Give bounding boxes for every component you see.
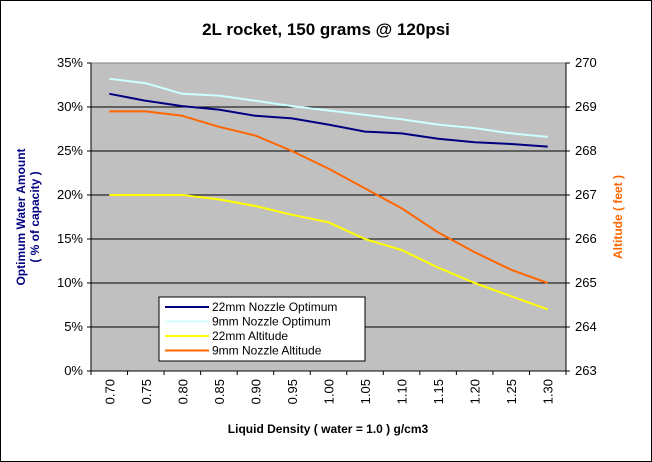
left-axis-title-line2: ( % of capacity )	[28, 171, 42, 262]
left-tick-label: 10%	[57, 275, 83, 290]
x-tick-label: 0.70	[102, 379, 117, 404]
series-line-9mm-nozzle-optimum	[109, 77, 548, 138]
x-axis-title: Liquid Density ( water = 1.0 ) g/cm3	[228, 422, 429, 436]
x-tick-label: 0.85	[212, 379, 227, 404]
left-tick-label: 15%	[57, 231, 83, 246]
left-axis: 0% 5% 10% 15% 20% 25% 30% 35%	[57, 55, 92, 378]
right-tick-label: 268	[575, 143, 597, 158]
right-tick-label: 263	[575, 363, 597, 378]
x-tick-label: 1.15	[431, 379, 446, 404]
left-tick-label: 25%	[57, 143, 83, 158]
x-tick-label: 1.30	[541, 379, 556, 404]
right-axis: 263 264 265 266 267 268 269 270	[565, 55, 597, 378]
left-tick-label: 35%	[57, 55, 83, 70]
x-tick-label: 0.75	[139, 379, 154, 404]
right-tick-label: 264	[575, 319, 597, 334]
left-tick-label: 30%	[57, 99, 83, 114]
x-axis: 0.70 0.75 0.80 0.85 0.90 0.95 1.00 1.05 1.10 1.15…	[90, 370, 567, 404]
series-line-22mm-nozzle-optimum	[109, 92, 548, 148]
right-tick-label: 267	[575, 187, 597, 202]
left-tick-label: 0%	[64, 363, 83, 378]
left-tick-label: 20%	[57, 187, 83, 202]
right-tick-label: 269	[575, 99, 597, 114]
x-tick-label: 1.05	[358, 379, 373, 404]
x-tick-label: 1.10	[395, 379, 410, 404]
x-tick-label: 0.95	[285, 379, 300, 404]
x-tick-label: 1.25	[504, 379, 519, 404]
series-lines	[109, 77, 549, 311]
x-tick-label: 1.20	[468, 379, 483, 404]
legend-label: 22mm Nozzle Optimum	[212, 300, 337, 314]
series-line-9mm-nozzle-altitude	[109, 110, 549, 284]
series-line-22mm-altitude	[109, 194, 549, 311]
right-tick-label: 266	[575, 231, 597, 246]
left-axis-title-line1: Optimum Water Amount	[14, 148, 28, 285]
legend-label: 9mm Nozzle Altitude	[212, 344, 322, 358]
left-tick-label: 5%	[64, 319, 83, 334]
legend-label: 9mm Nozzle Optimum	[212, 315, 331, 329]
left-axis-title: Optimum Water Amount ( % of capacity )	[14, 148, 42, 285]
x-tick-label: 1.00	[322, 379, 337, 404]
right-tick-label: 265	[575, 275, 597, 290]
right-tick-label: 270	[575, 55, 597, 70]
right-axis-title: Altitude ( feet )	[611, 175, 625, 259]
x-tick-label: 0.80	[175, 379, 190, 404]
x-tick-label: 0.90	[248, 379, 263, 404]
chart-title: 2L rocket, 150 grams @ 120psi	[202, 20, 450, 39]
legend-label: 22mm Altitude	[212, 329, 288, 343]
